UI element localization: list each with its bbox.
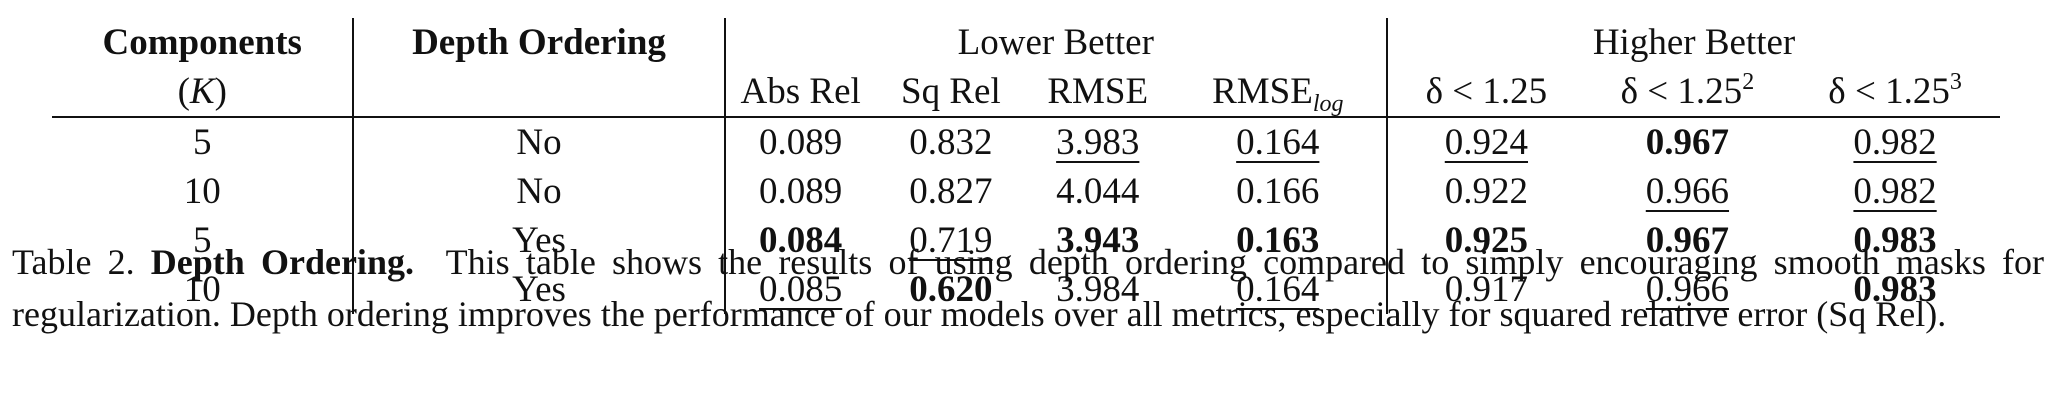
cell-abs-rel: 0.089	[725, 117, 876, 167]
header-rmse-log: RMSElog	[1169, 67, 1389, 118]
cell-abs-rel: 0.084	[725, 216, 876, 265]
cell-value-best: 0.967	[1645, 122, 1730, 163]
results-table-container: Components Depth Ordering Lower Better H…	[52, 18, 2000, 314]
cell-value: 0.917	[1444, 269, 1529, 310]
cell-value: 4.044	[1056, 171, 1140, 212]
cell-value: 0.832	[909, 122, 993, 163]
cell-delta-1: 0.924	[1387, 117, 1585, 167]
cell-rmse: 4.044	[1026, 167, 1170, 216]
cell-value-second-best: 0.966	[1645, 171, 1730, 212]
header-rmse: RMSE	[1025, 67, 1170, 118]
header-lower-better: Lower Better	[724, 18, 1389, 67]
cell-value-second-best: 0.164	[1236, 269, 1320, 310]
cell-value-best: 0.967	[1645, 220, 1730, 261]
cell-value-second-best: 0.982	[1853, 171, 1937, 212]
cell-delta-2: 0.966	[1585, 167, 1790, 216]
header-components: Components	[52, 18, 355, 67]
header-row-metrics: (K) Abs Rel Sq Rel RMSE RMSElog δ < 1.25…	[52, 67, 2000, 118]
cell-delta-3: 0.983	[1790, 265, 2000, 314]
header-depth-ordering: Depth Ordering	[353, 18, 726, 67]
caption-title: Depth Ordering.	[150, 242, 414, 282]
cell-delta-2: 0.966	[1585, 265, 1790, 314]
cell-sq-rel: 0.827	[876, 167, 1026, 216]
table-row: 5 Yes 0.084 0.719 3.943 0.163 0.925 0.96…	[52, 216, 2000, 265]
header-delta-2-base: δ < 1.25	[1620, 71, 1743, 112]
cell-delta-2: 0.967	[1585, 216, 1790, 265]
cell-rmse: 3.943	[1026, 216, 1170, 265]
cell-value: 0.922	[1444, 171, 1529, 212]
cell-value-best: 0.620	[909, 269, 993, 310]
cell-value-second-best: 0.719	[909, 220, 993, 261]
cell-rmse-log: 0.166	[1169, 167, 1389, 216]
cell-value-best: 3.943	[1056, 220, 1140, 261]
header-delta-3-base: δ < 1.25	[1828, 71, 1950, 112]
cell-delta-3: 0.982	[1790, 117, 2000, 167]
cell-rmse: 3.984	[1026, 265, 1170, 314]
header-delta-2-exp: 2	[1742, 69, 1755, 95]
cell-components: 5	[52, 117, 355, 167]
cell-delta-1: 0.925	[1387, 216, 1585, 265]
table-row: 10 No 0.089 0.827 4.044 0.166 0.922 0.96…	[52, 167, 2000, 216]
header-rmse-log-base: RMSE	[1212, 71, 1313, 112]
cell-delta-1: 0.922	[1387, 167, 1585, 216]
cell-value: 0.827	[909, 171, 993, 212]
cell-delta-3: 0.983	[1790, 216, 2000, 265]
cell-value: 3.984	[1056, 269, 1140, 310]
cell-value-best: 0.983	[1853, 269, 1937, 310]
table-row: 5 No 0.089 0.832 3.983 0.164 0.924 0.967…	[52, 117, 2000, 167]
caption-label: Table 2.	[12, 242, 135, 282]
cell-components: 10	[52, 167, 355, 216]
cell-value-second-best: 0.164	[1236, 122, 1320, 163]
depth-ordering-results-table: Components Depth Ordering Lower Better H…	[52, 18, 2000, 314]
cell-value: 0.089	[759, 122, 843, 163]
cell-value-second-best: 0.966	[1645, 269, 1730, 310]
header-delta-2: δ < 1.252	[1584, 67, 1791, 118]
header-row-groups: Components Depth Ordering Lower Better H…	[52, 18, 2000, 67]
cell-depth-ordering: No	[353, 117, 726, 167]
cell-components: 5	[52, 216, 355, 265]
cell-rmse: 3.983	[1026, 117, 1170, 167]
cell-sq-rel: 0.719	[876, 216, 1026, 265]
cell-value-second-best: 0.982	[1853, 122, 1937, 163]
header-delta-3: δ < 1.253	[1790, 67, 2000, 118]
cell-value-best: 0.983	[1853, 220, 1937, 261]
cell-rmse-log: 0.164	[1169, 117, 1389, 167]
cell-sq-rel: 0.620	[876, 265, 1026, 314]
cell-delta-3: 0.982	[1790, 167, 2000, 216]
header-sq-rel: Sq Rel	[875, 67, 1026, 118]
cell-value-second-best: 3.983	[1056, 122, 1140, 163]
cell-components: 10	[52, 265, 355, 314]
cell-value: 0.166	[1236, 171, 1320, 212]
table-row: 10 Yes 0.085 0.620 3.984 0.164 0.917 0.9…	[52, 265, 2000, 314]
cell-abs-rel: 0.089	[725, 167, 876, 216]
caption-text: This table shows the results of using de…	[12, 242, 2045, 334]
cell-value-best: 0.925	[1444, 220, 1529, 261]
cell-abs-rel: 0.085	[725, 265, 876, 314]
cell-rmse-log: 0.163	[1169, 216, 1389, 265]
cell-value-best: 0.084	[759, 220, 843, 261]
cell-sq-rel: 0.832	[876, 117, 1026, 167]
cell-depth-ordering: No	[353, 167, 726, 216]
cell-value: 0.089	[759, 171, 843, 212]
header-higher-better: Higher Better	[1592, 22, 1796, 63]
cell-rmse-log: 0.164	[1169, 265, 1389, 314]
header-delta-3-exp: 3	[1949, 69, 1962, 95]
header-delta-1: δ < 1.25	[1387, 67, 1585, 118]
header-rmse-log-sub: log	[1312, 91, 1344, 117]
header-components-k: (K)	[52, 67, 355, 118]
cell-depth-ordering: Yes	[353, 265, 726, 314]
header-abs-rel: Abs Rel	[724, 67, 876, 118]
cell-value-best: 0.163	[1236, 220, 1320, 261]
cell-value-second-best: 0.924	[1444, 122, 1529, 163]
cell-delta-1: 0.917	[1387, 265, 1585, 314]
cell-value-second-best: 0.085	[759, 269, 843, 310]
cell-delta-2: 0.967	[1585, 117, 1790, 167]
header-depth-ordering-blank	[353, 67, 726, 118]
cell-depth-ordering: Yes	[353, 216, 726, 265]
table-caption: Table 2. Depth Ordering. This table show…	[12, 236, 2044, 340]
